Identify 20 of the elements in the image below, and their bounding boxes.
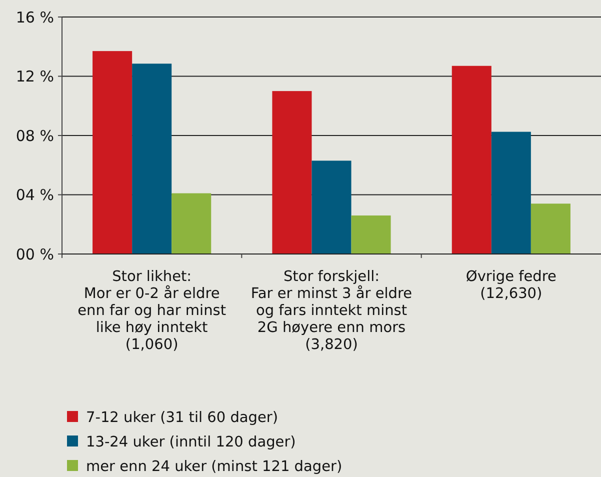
bar [172,193,212,254]
bar [530,204,570,254]
bar [491,132,531,254]
bar [272,91,312,254]
bar [452,66,492,254]
x-tick-label: Stor likhet: Mor er 0-2 år eldre enn far og har minst like høy inntekt (1,060) [78,269,226,353]
bar [351,215,391,254]
legend-label: mer enn 24 uker (minst 121 dager) [86,459,342,476]
y-tick-label: 00 % [16,245,54,264]
x-tick-label: Øvrige fedre (12,630) [466,269,556,302]
legend-label: 7-12 uker (31 til 60 dager) [86,410,278,426]
bar [312,160,352,254]
y-tick-label: 04 % [16,186,54,204]
bar [132,64,172,254]
legend-label: 13-24 uker (inntil 120 dager) [86,434,296,451]
bar [92,51,132,254]
y-tick-label: 08 % [16,126,54,145]
x-tick-label: Stor forskjell: Far er minst 3 år eldre og fars inntekt minst 2G høyere enn mors (3,820) [250,269,412,353]
y-tick-label: 12 % [16,68,54,86]
y-tick-label: 16 % [16,8,54,26]
